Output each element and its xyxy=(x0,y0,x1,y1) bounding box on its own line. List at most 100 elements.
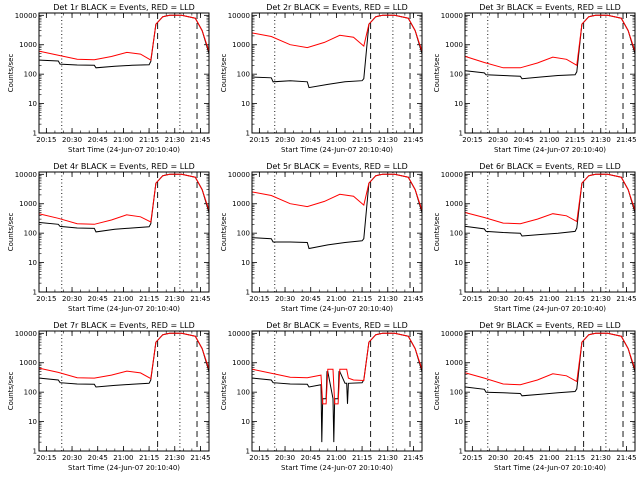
y-axis-label: Counts/sec xyxy=(220,372,228,411)
plot-frame xyxy=(464,171,636,293)
plot-frame xyxy=(464,330,636,452)
y-axis-label: Counts/sec xyxy=(220,54,228,93)
lld-series-line xyxy=(39,332,209,380)
x-tick-label: 21:45 xyxy=(190,454,210,462)
y-tick-label: 10 xyxy=(454,100,463,108)
x-tick-label: 21:00 xyxy=(539,295,559,303)
plot-area xyxy=(39,332,209,388)
x-tick-label: 21:15 xyxy=(139,454,159,462)
x-tick-label: 20:45 xyxy=(88,295,108,303)
x-tick-label: 21:45 xyxy=(616,295,636,303)
x-tick-label: 20:30 xyxy=(62,136,82,144)
y-tick-label: 1000 xyxy=(19,359,37,367)
panel-title: Det 9r BLACK = Events, RED = LLD xyxy=(479,321,621,330)
y-tick-label: 10000 xyxy=(228,12,250,20)
x-axis-label: Start Time (24-Jun-07 20:10:40) xyxy=(68,305,180,313)
y-tick-label: 1 xyxy=(33,289,37,297)
y-tick-label: 100 xyxy=(237,230,250,238)
y-tick-label: 10 xyxy=(454,259,463,267)
y-tick-label: 100 xyxy=(450,71,463,79)
plot-frame xyxy=(38,171,210,293)
x-tick-label: 21:15 xyxy=(352,295,372,303)
x-tick-label: 21:00 xyxy=(113,136,133,144)
x-tick-label: 20:15 xyxy=(249,136,269,144)
y-tick-label: 10000 xyxy=(15,330,37,338)
x-axis-label: Start Time (24-Jun-07 20:10:40) xyxy=(281,305,393,313)
lld-series-line xyxy=(252,332,422,405)
x-tick-label: 20:30 xyxy=(488,136,508,144)
x-tick-label: 20:30 xyxy=(62,454,82,462)
lld-series-line xyxy=(39,173,209,225)
x-tick-label: 21:00 xyxy=(539,136,559,144)
x-tick-label: 21:30 xyxy=(165,454,185,462)
x-tick-label: 21:15 xyxy=(352,136,372,144)
x-tick-label: 20:30 xyxy=(62,295,82,303)
x-tick-label: 20:15 xyxy=(249,454,269,462)
x-axis-label: Start Time (24-Jun-07 20:10:40) xyxy=(494,305,606,313)
panel-5: Det 5r BLACK = Events, RED = LLD Start Ti… xyxy=(220,162,424,313)
y-axis-label: Counts/sec xyxy=(7,54,15,93)
panel-title: Det 1r BLACK = Events, RED = LLD xyxy=(53,3,195,12)
panel-1: Det 1r BLACK = Events, RED = LLD Start Ti… xyxy=(7,3,211,154)
events-series-line xyxy=(252,332,422,443)
y-tick-label: 10 xyxy=(28,100,37,108)
y-tick-label: 10 xyxy=(241,100,250,108)
x-tick-label: 21:15 xyxy=(352,454,372,462)
y-tick-label: 10000 xyxy=(15,171,37,179)
y-tick-label: 10000 xyxy=(441,171,463,179)
y-tick-label: 10 xyxy=(241,418,250,426)
plot-frame xyxy=(251,171,423,293)
plot-frame xyxy=(251,330,423,452)
panel-3: Det 3r BLACK = Events, RED = LLD Start Ti… xyxy=(433,3,637,154)
y-tick-label: 10 xyxy=(28,418,37,426)
x-tick-label: 21:30 xyxy=(378,454,398,462)
x-axis-label: Start Time (24-Jun-07 20:10:40) xyxy=(68,146,180,154)
x-tick-label: 21:00 xyxy=(539,454,559,462)
x-axis-label: Start Time (24-Jun-07 20:10:40) xyxy=(281,146,393,154)
plot-area xyxy=(252,14,422,89)
x-tick-label: 21:30 xyxy=(591,454,611,462)
x-tick-label: 20:45 xyxy=(301,136,321,144)
events-series-line xyxy=(465,332,635,397)
events-series-line xyxy=(39,173,209,233)
y-axis-label: Counts/sec xyxy=(433,372,441,411)
x-tick-label: 21:15 xyxy=(565,295,585,303)
x-tick-label: 20:15 xyxy=(36,454,56,462)
x-tick-label: 21:00 xyxy=(326,454,346,462)
lld-series-line xyxy=(39,14,209,61)
y-axis-label: Counts/sec xyxy=(433,213,441,252)
y-axis-label: Counts/sec xyxy=(7,213,15,252)
x-axis-label: Start Time (24-Jun-07 20:10:40) xyxy=(494,464,606,472)
panel-4: Det 4r BLACK = Events, RED = LLD Start Ti… xyxy=(7,162,211,313)
panel-6: Det 6r BLACK = Events, RED = LLD Start Ti… xyxy=(433,162,637,313)
plot-frame xyxy=(38,12,210,134)
x-tick-label: 20:15 xyxy=(462,295,482,303)
x-tick-label: 20:30 xyxy=(488,295,508,303)
events-series-line xyxy=(465,14,635,80)
x-tick-label: 21:15 xyxy=(139,136,159,144)
y-tick-label: 10 xyxy=(28,259,37,267)
x-tick-label: 20:45 xyxy=(514,136,534,144)
y-tick-label: 1000 xyxy=(19,200,37,208)
y-tick-label: 1 xyxy=(459,130,463,138)
x-tick-label: 20:15 xyxy=(36,136,56,144)
x-tick-label: 20:45 xyxy=(88,454,108,462)
y-tick-label: 1 xyxy=(459,448,463,456)
events-series-line xyxy=(252,14,422,89)
events-series-line xyxy=(252,173,422,250)
panel-title: Det 3r BLACK = Events, RED = LLD xyxy=(479,3,621,12)
y-tick-label: 100 xyxy=(237,71,250,79)
y-tick-label: 1 xyxy=(459,289,463,297)
y-axis-label: Counts/sec xyxy=(7,372,15,411)
x-tick-label: 21:00 xyxy=(326,295,346,303)
plot-area xyxy=(252,173,422,250)
y-tick-label: 1000 xyxy=(445,359,463,367)
y-tick-label: 100 xyxy=(24,230,37,238)
panel-title: Det 5r BLACK = Events, RED = LLD xyxy=(266,162,408,171)
x-axis-label: Start Time (24-Jun-07 20:10:40) xyxy=(68,464,180,472)
y-tick-label: 1 xyxy=(246,448,250,456)
x-tick-label: 21:45 xyxy=(403,454,423,462)
y-tick-label: 1000 xyxy=(232,41,250,49)
y-tick-label: 1 xyxy=(246,289,250,297)
panel-title: Det 4r BLACK = Events, RED = LLD xyxy=(53,162,195,171)
